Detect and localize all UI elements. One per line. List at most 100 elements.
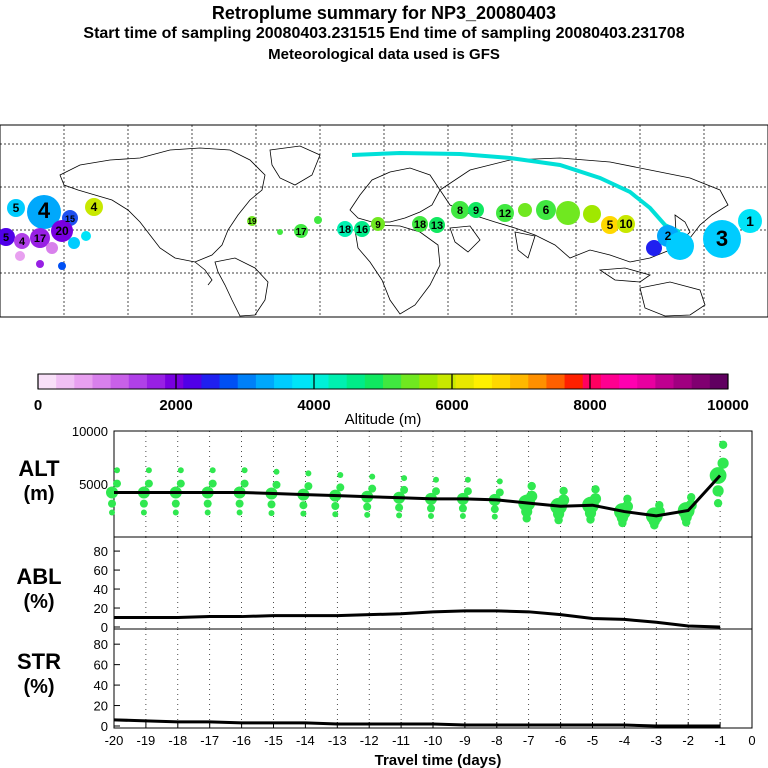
plume-number-label: 16 bbox=[356, 224, 368, 236]
colorbar-swatch bbox=[637, 374, 656, 389]
colorbar-swatch bbox=[437, 374, 457, 389]
colorbar-swatch bbox=[455, 374, 475, 389]
alt-spread-point bbox=[621, 500, 634, 513]
alt-label: ALT bbox=[18, 456, 60, 481]
x-tick-label: -1 bbox=[714, 733, 726, 748]
alt-spread-point bbox=[521, 505, 533, 518]
x-tick-label: -2 bbox=[682, 733, 694, 748]
str-label: STR bbox=[17, 649, 61, 674]
alt-spread-point bbox=[558, 494, 570, 506]
alt-spread-point bbox=[299, 501, 308, 510]
x-tick-label: -10 bbox=[424, 733, 443, 748]
panel-labels: ALT (m) ABL (%) STR (%) bbox=[16, 456, 61, 698]
alt-spread-point bbox=[623, 494, 632, 504]
colorbar-swatch bbox=[383, 374, 402, 389]
x-tick-label: -6 bbox=[555, 733, 567, 748]
colorbar-swatch bbox=[165, 374, 184, 389]
y-tick-label: 40 bbox=[94, 678, 108, 693]
alt-spread-point bbox=[177, 467, 184, 474]
plume-circle bbox=[46, 242, 58, 254]
colorbar-tick-label: 2000 bbox=[159, 397, 192, 414]
plume-number-label: 3 bbox=[716, 226, 728, 251]
x-tick-label: -15 bbox=[264, 733, 283, 748]
plume-number-label: 19 bbox=[248, 217, 257, 226]
colorbar-swatch bbox=[673, 374, 693, 389]
alt-spread-point bbox=[553, 508, 565, 520]
plume-circle bbox=[429, 217, 445, 233]
colorbar-swatch bbox=[709, 374, 729, 389]
alt-spread-point bbox=[395, 503, 404, 512]
alt-spread-point bbox=[332, 511, 339, 518]
alt-spread-point bbox=[527, 481, 536, 491]
alt-spread-point bbox=[304, 482, 313, 491]
abl-label: ABL bbox=[16, 564, 61, 589]
alt-spread-point bbox=[145, 467, 152, 474]
alt-spread-point bbox=[268, 510, 275, 517]
plume-circle bbox=[536, 200, 556, 220]
plume-number-label: 17 bbox=[34, 233, 46, 245]
x-tick-label: -3 bbox=[651, 733, 663, 748]
plume-number-label: 4 bbox=[91, 200, 98, 214]
page-title: Retroplume summary for NP3_20080403 bbox=[211, 3, 557, 23]
x-tick-label: -9 bbox=[459, 733, 471, 748]
alt-spread-point bbox=[687, 493, 696, 502]
plume-circle bbox=[14, 233, 30, 249]
colorbar-swatch bbox=[619, 374, 638, 389]
alt-spread-point bbox=[396, 512, 403, 519]
plume-circle bbox=[468, 202, 484, 218]
series-line-alt bbox=[114, 474, 722, 518]
x-tick-label: -12 bbox=[360, 733, 379, 748]
sampling-times: Start time of sampling 20080403.231515 E… bbox=[83, 25, 685, 42]
plume-number-label: 1 bbox=[746, 213, 754, 229]
alt-spread-point bbox=[305, 470, 312, 477]
altitude-colorbar: 0 2000 4000 6000 8000 10000 Altitude (m) bbox=[34, 373, 749, 428]
abl-unit: (%) bbox=[23, 591, 54, 613]
plume-circle bbox=[314, 216, 322, 224]
alt-spread-point bbox=[718, 440, 728, 449]
plume-number-label: 17 bbox=[295, 227, 307, 238]
x-tick-label: -14 bbox=[296, 733, 315, 748]
alt-spread-point bbox=[172, 509, 179, 516]
colorbar-tick-label: 8000 bbox=[573, 397, 606, 414]
colorbar-swatch bbox=[510, 374, 529, 389]
plume-circle bbox=[617, 215, 635, 233]
plume-circle bbox=[7, 199, 25, 217]
alt-spread-point bbox=[369, 473, 376, 480]
y-tick-label: 60 bbox=[94, 563, 108, 578]
alt-spread-point bbox=[363, 502, 372, 511]
y-tick-label: 60 bbox=[94, 658, 108, 673]
colorbar-swatch bbox=[655, 374, 675, 389]
alt-spread-point bbox=[109, 509, 115, 516]
x-tick-label: -17 bbox=[200, 733, 219, 748]
alt-spread-point bbox=[139, 499, 148, 508]
alt-unit: (m) bbox=[23, 483, 54, 505]
y-tick-label: 80 bbox=[94, 544, 108, 559]
alt-spread-point bbox=[336, 483, 345, 492]
alt-spread-point bbox=[209, 467, 216, 474]
alt-spread-point bbox=[717, 457, 729, 469]
alt-spread-point bbox=[495, 488, 504, 497]
series-line-str bbox=[113, 718, 721, 728]
alt-spread-point bbox=[655, 501, 664, 510]
y-tick-label: 10000 bbox=[72, 424, 108, 439]
alt-spread-point bbox=[368, 484, 377, 493]
plume-circle bbox=[583, 205, 601, 223]
trajectory-path bbox=[351, 150, 681, 234]
str-unit: (%) bbox=[23, 676, 54, 698]
plume-circles bbox=[0, 195, 762, 270]
plume-number-label: 5 bbox=[607, 218, 614, 232]
colorbar-swatch bbox=[600, 374, 620, 389]
x-tick-label: -16 bbox=[232, 733, 251, 748]
colorbar-tick-label: 4000 bbox=[297, 397, 330, 414]
colorbar-swatch bbox=[310, 374, 330, 389]
x-tick-label: -18 bbox=[168, 733, 187, 748]
alt-spread-point bbox=[491, 513, 498, 520]
plume-number-label: 6 bbox=[543, 203, 550, 217]
alt-spread-point bbox=[203, 499, 212, 508]
colorbar-swatch bbox=[691, 374, 711, 389]
plume-number-label: 2 bbox=[665, 229, 672, 243]
